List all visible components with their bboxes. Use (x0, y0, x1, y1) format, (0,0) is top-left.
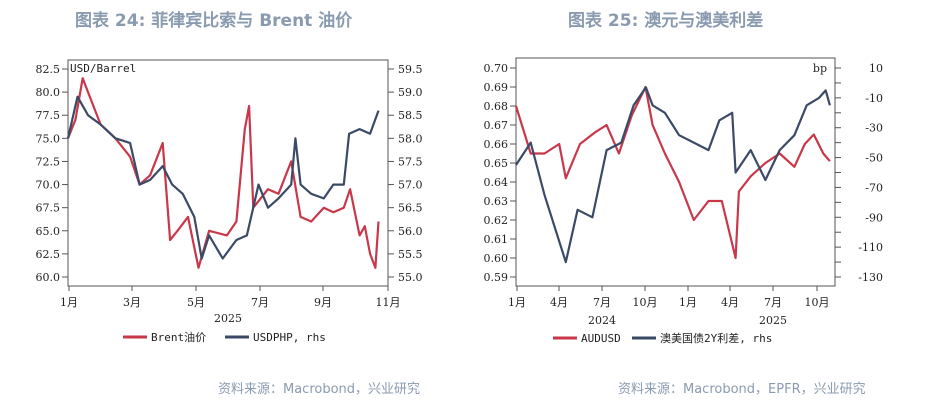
y-tick-label: 65.0 (36, 225, 61, 238)
chart1-title: 图表 24: 菲律宾比索与 Brent 油价 (75, 11, 353, 31)
y2-tick-label: -50 (865, 152, 883, 165)
series-line-1 (515, 86, 831, 264)
series-line-1 (66, 95, 380, 260)
y2-tick-label: 56.5 (398, 202, 423, 215)
y2-tick-label: 57.0 (398, 179, 423, 192)
y-tick-label: 0.59 (484, 271, 509, 284)
y-tick-label: 0.60 (484, 252, 509, 265)
y2-tick-label: 57.5 (398, 155, 423, 168)
y2-tick-label: 58.5 (398, 109, 423, 122)
left-unit-label: USD/Barrel (70, 62, 136, 75)
y-tick-label: 60.0 (36, 271, 61, 284)
legend-label: 澳美国债2Y利差, rhs (660, 331, 772, 345)
chart1-source: 资料来源：Macrobond，兴业研究 (218, 382, 421, 397)
y-tick-label: 70.0 (36, 179, 61, 192)
x-tick-label: 4月 (550, 296, 568, 309)
y-tick-label: 82.5 (36, 63, 61, 76)
y2-tick-label: -70 (865, 181, 883, 194)
x-year-label: 2025 (759, 314, 787, 327)
chart2-title: 图表 25: 澳元与澳美利差 (568, 11, 764, 31)
y-tick-label: 75.0 (36, 132, 61, 145)
series-line-0 (66, 77, 380, 269)
y-tick-label: 67.5 (36, 202, 61, 215)
x-tick-label: 10月 (633, 296, 658, 309)
chart2-source: 资料来源：Macrobond，EPFR，兴业研究 (618, 382, 866, 397)
x-tick-label: 11月 (376, 296, 401, 309)
y2-tick-label: 59.5 (398, 63, 423, 76)
y2-tick-label: -90 (865, 211, 883, 224)
y-tick-label: 0.64 (484, 176, 509, 189)
x-tick-label: 1月 (60, 296, 78, 309)
x-tick-label: 7月 (251, 296, 269, 309)
legend-label: USDPHP, rhs (253, 331, 326, 344)
y2-tick-label: 55.5 (398, 248, 423, 261)
x-tick-label: 5月 (187, 296, 205, 309)
y2-tick-label: 56.0 (398, 225, 423, 238)
x-tick-label: 9月 (314, 296, 332, 309)
y-tick-label: 0.63 (484, 195, 509, 208)
y-tick-label: 72.5 (36, 155, 61, 168)
y-tick-label: 0.61 (484, 233, 509, 246)
plot-frame (67, 59, 389, 287)
y2-tick-label: -130 (858, 271, 883, 284)
x-year-label: 2025 (214, 312, 242, 325)
y-tick-label: 0.69 (484, 81, 509, 94)
y-tick-label: 0.70 (484, 62, 509, 75)
y2-tick-label: 10 (869, 62, 883, 75)
right-unit-label: bp (813, 62, 827, 75)
y-tick-label: 62.5 (36, 248, 61, 261)
x-tick-label: 7月 (593, 296, 611, 309)
x-tick-label: 1月 (679, 296, 697, 309)
x-tick-label: 1月 (508, 296, 526, 309)
x-year-label: 2024 (588, 314, 616, 327)
legend-label: Brent油价 (151, 330, 206, 344)
y2-tick-label: 59.0 (398, 86, 423, 99)
series-line-0 (514, 85, 831, 260)
x-tick-label: 4月 (721, 296, 739, 309)
y2-tick-label: -110 (858, 241, 883, 254)
y-tick-label: 80.0 (36, 86, 61, 99)
y-tick-label: 0.62 (484, 214, 509, 227)
y-tick-label: 0.68 (484, 100, 509, 113)
y-tick-label: 0.67 (484, 119, 509, 132)
x-tick-label: 7月 (764, 296, 782, 309)
x-tick-label: 3月 (123, 296, 141, 309)
y-tick-label: 77.5 (36, 109, 61, 122)
y-tick-label: 0.65 (484, 157, 509, 170)
legend-label: AUDUSD (581, 332, 621, 345)
y2-tick-label: -30 (865, 122, 883, 135)
y-tick-label: 0.66 (484, 138, 509, 151)
y2-tick-label: 58.0 (398, 132, 423, 145)
y2-tick-label: -10 (865, 92, 883, 105)
y2-tick-label: 55.0 (398, 271, 423, 284)
x-tick-label: 10月 (805, 296, 830, 309)
